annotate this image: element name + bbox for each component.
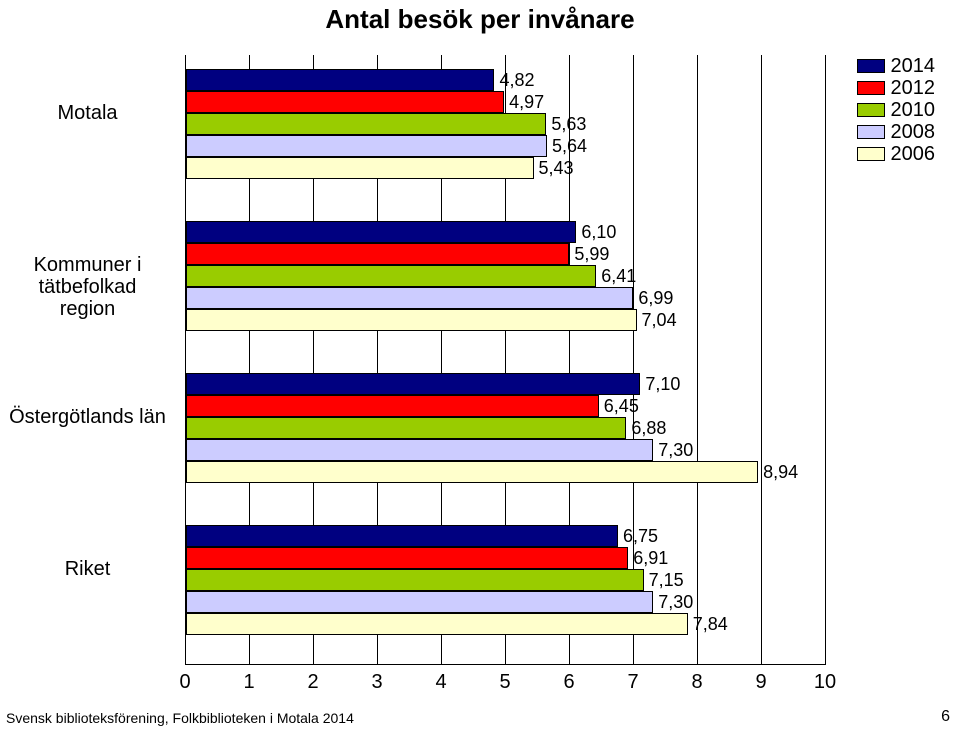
bar xyxy=(186,613,688,635)
bar-value-label: 6,91 xyxy=(633,547,668,569)
category-label: Motala xyxy=(0,102,175,124)
bar-value-label: 6,45 xyxy=(604,395,639,417)
bar xyxy=(186,221,576,243)
bar xyxy=(186,439,653,461)
x-tick-label: 0 xyxy=(179,671,190,694)
bar-value-label: 4,97 xyxy=(509,91,544,113)
chart-title: Antal besök per invånare xyxy=(0,4,960,35)
legend-swatch xyxy=(857,125,885,139)
x-tick-label: 6 xyxy=(563,671,574,694)
footer-text: Svensk biblioteksförening, Folkbibliotek… xyxy=(6,710,354,726)
legend-label: 2008 xyxy=(891,121,936,143)
bar xyxy=(186,525,618,547)
category-label: Riket xyxy=(0,558,175,580)
bar-value-label: 5,64 xyxy=(552,135,587,157)
x-tick-label: 8 xyxy=(691,671,702,694)
legend-swatch xyxy=(857,147,885,161)
x-tick-label: 1 xyxy=(243,671,254,694)
x-tick-label: 3 xyxy=(371,671,382,694)
legend-label: 2010 xyxy=(891,99,936,121)
bar-value-label: 7,04 xyxy=(642,309,677,331)
bar-value-label: 5,99 xyxy=(574,243,609,265)
bar xyxy=(186,265,596,287)
bar-value-label: 7,30 xyxy=(658,439,693,461)
bar-value-label: 5,63 xyxy=(551,113,586,135)
category-group: Riket6,756,917,157,307,84 xyxy=(185,525,825,635)
bar xyxy=(186,91,504,113)
bar-value-label: 6,10 xyxy=(581,221,616,243)
bar-value-label: 6,41 xyxy=(601,265,636,287)
bar xyxy=(186,135,547,157)
bar-value-label: 4,82 xyxy=(499,69,534,91)
bar-value-label: 7,30 xyxy=(658,591,693,613)
x-tick-label: 5 xyxy=(499,671,510,694)
x-tick-label: 7 xyxy=(627,671,638,694)
bar xyxy=(186,417,626,439)
legend-item: 2014 xyxy=(857,55,936,77)
bar xyxy=(186,157,534,179)
page-number: 6 xyxy=(941,708,950,726)
bar xyxy=(186,591,653,613)
bar xyxy=(186,373,640,395)
category-label: Östergötlands län xyxy=(0,406,175,428)
x-tick-label: 10 xyxy=(814,671,836,694)
legend-label: 2012 xyxy=(891,77,936,99)
category-label: Kommuner i tätbefolkadregion xyxy=(0,254,175,320)
bar xyxy=(186,395,599,417)
category-group: Östergötlands län7,106,456,887,308,94 xyxy=(185,373,825,483)
chart-container: Antal besök per invånare 0 1 2 3 4 5 6 7 8 9 10 Mot… xyxy=(0,0,960,700)
legend-item: 2008 xyxy=(857,121,936,143)
category-group: Kommuner i tätbefolkadregion6,105,996,41… xyxy=(185,221,825,331)
legend-item: 2012 xyxy=(857,77,936,99)
x-tick-label: 4 xyxy=(435,671,446,694)
legend-swatch xyxy=(857,81,885,95)
bar-value-label: 6,99 xyxy=(638,287,673,309)
legend: 20142012201020082006 xyxy=(857,55,936,165)
category-group: Motala4,824,975,635,645,43 xyxy=(185,69,825,179)
legend-swatch xyxy=(857,59,885,73)
bar xyxy=(186,69,494,91)
bar-value-label: 7,84 xyxy=(693,613,728,635)
bar xyxy=(186,309,637,331)
legend-label: 2006 xyxy=(891,143,936,165)
bar-value-label: 8,94 xyxy=(763,461,798,483)
bar-value-label: 6,88 xyxy=(631,417,666,439)
bar xyxy=(186,461,758,483)
bar xyxy=(186,243,569,265)
plot-area: 012345678910Motala4,824,975,635,645,43Ko… xyxy=(185,55,825,665)
grid-line xyxy=(825,55,826,665)
bar xyxy=(186,287,633,309)
bar-value-label: 7,10 xyxy=(645,373,680,395)
bar-value-label: 5,43 xyxy=(539,157,574,179)
x-tick-label: 2 xyxy=(307,671,318,694)
legend-item: 2006 xyxy=(857,143,936,165)
bar xyxy=(186,113,546,135)
bar xyxy=(186,547,628,569)
bar xyxy=(186,569,644,591)
x-tick-label: 9 xyxy=(755,671,766,694)
bar-value-label: 6,75 xyxy=(623,525,658,547)
legend-swatch xyxy=(857,103,885,117)
legend-label: 2014 xyxy=(891,55,936,77)
legend-item: 2010 xyxy=(857,99,936,121)
bar-value-label: 7,15 xyxy=(649,569,684,591)
